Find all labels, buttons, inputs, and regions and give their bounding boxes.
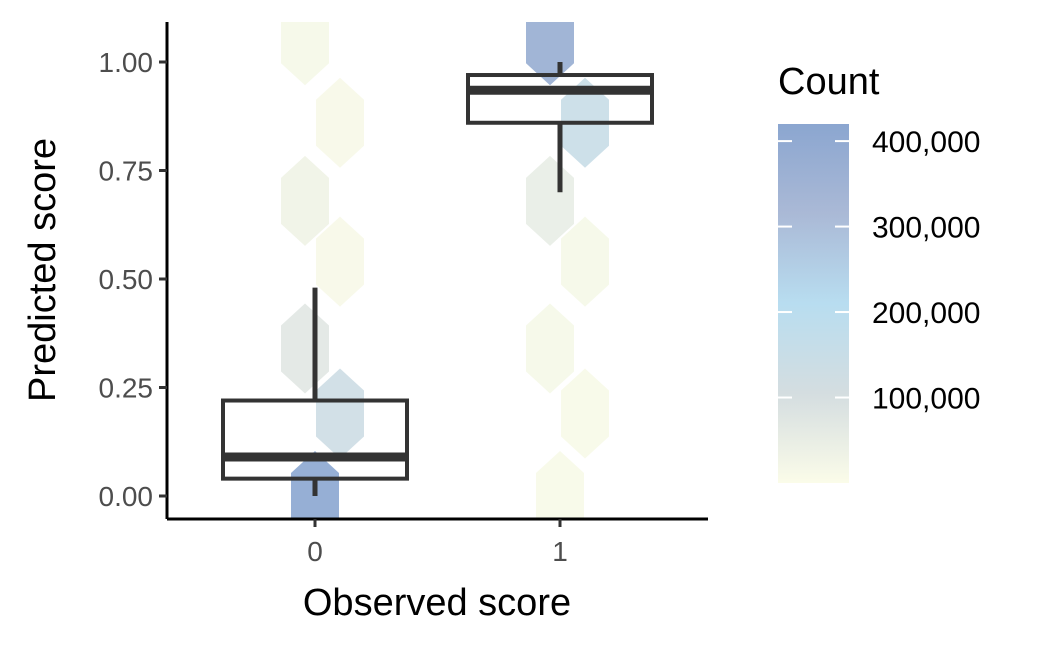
legend-ticks: 400,000 300,000 200,000 100,000 bbox=[778, 126, 980, 416]
y-tick-label: 0.50 bbox=[99, 264, 154, 295]
x-tick-label: 0 bbox=[307, 536, 323, 567]
y-axis-ticks: 0.00 0.25 0.50 0.75 1.00 bbox=[99, 47, 167, 512]
legend-tick-label: 200,000 bbox=[872, 297, 980, 330]
boxplot-box bbox=[221, 398, 409, 481]
legend-tick-label: 100,000 bbox=[872, 383, 980, 416]
y-axis-title: Predicted score bbox=[22, 138, 64, 402]
legend-tick-label: 300,000 bbox=[872, 212, 980, 245]
legend-tick-label: 400,000 bbox=[872, 126, 980, 159]
legend-title: Count bbox=[778, 61, 880, 103]
hexbin bbox=[316, 216, 364, 307]
boxplot-0 bbox=[221, 287, 409, 496]
x-tick-label: 1 bbox=[552, 536, 568, 567]
hexbin bbox=[316, 77, 364, 168]
boxplot-layer bbox=[221, 62, 654, 496]
x-axis-title: Observed score bbox=[303, 582, 571, 624]
y-tick-label: 0.75 bbox=[99, 156, 154, 187]
hexbin bbox=[561, 368, 609, 459]
hexbin bbox=[281, 155, 329, 246]
hexbin bbox=[536, 451, 584, 519]
color-legend: Count 400,000 300,000 200,000 100,000 bbox=[778, 61, 980, 483]
hexbin bbox=[561, 216, 609, 307]
boxplot-box bbox=[466, 73, 654, 125]
y-tick-label: 0.00 bbox=[99, 481, 154, 512]
hexbin bbox=[526, 22, 574, 86]
y-tick-label: 0.25 bbox=[99, 373, 154, 404]
legend-colorbar bbox=[778, 124, 849, 483]
hexbin bbox=[526, 155, 574, 246]
hexbin bbox=[526, 303, 574, 394]
hexbin bbox=[316, 368, 364, 459]
boxplot-1 bbox=[466, 62, 654, 193]
y-tick-label: 1.00 bbox=[99, 47, 154, 78]
hexbin bbox=[281, 303, 329, 394]
hexbin bbox=[281, 22, 329, 86]
